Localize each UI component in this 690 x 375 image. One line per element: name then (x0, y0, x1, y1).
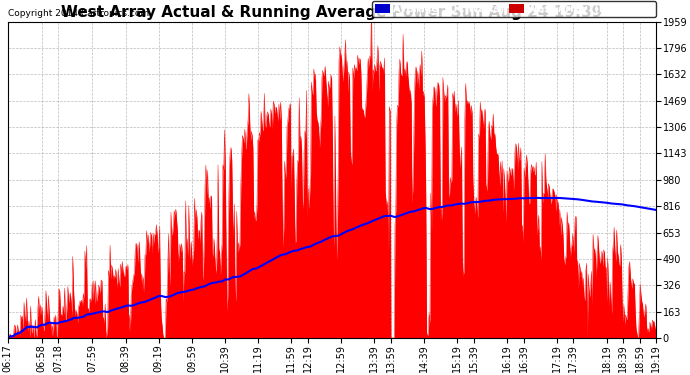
Text: Copyright 2014 Cartronics.com: Copyright 2014 Cartronics.com (8, 9, 149, 18)
Title: West Array Actual & Running Average Power Sun Aug 24 19:39: West Array Actual & Running Average Powe… (61, 5, 603, 20)
Legend: Average  (DC Watts), West Array  (DC Watts): Average (DC Watts), West Array (DC Watts… (373, 1, 656, 17)
